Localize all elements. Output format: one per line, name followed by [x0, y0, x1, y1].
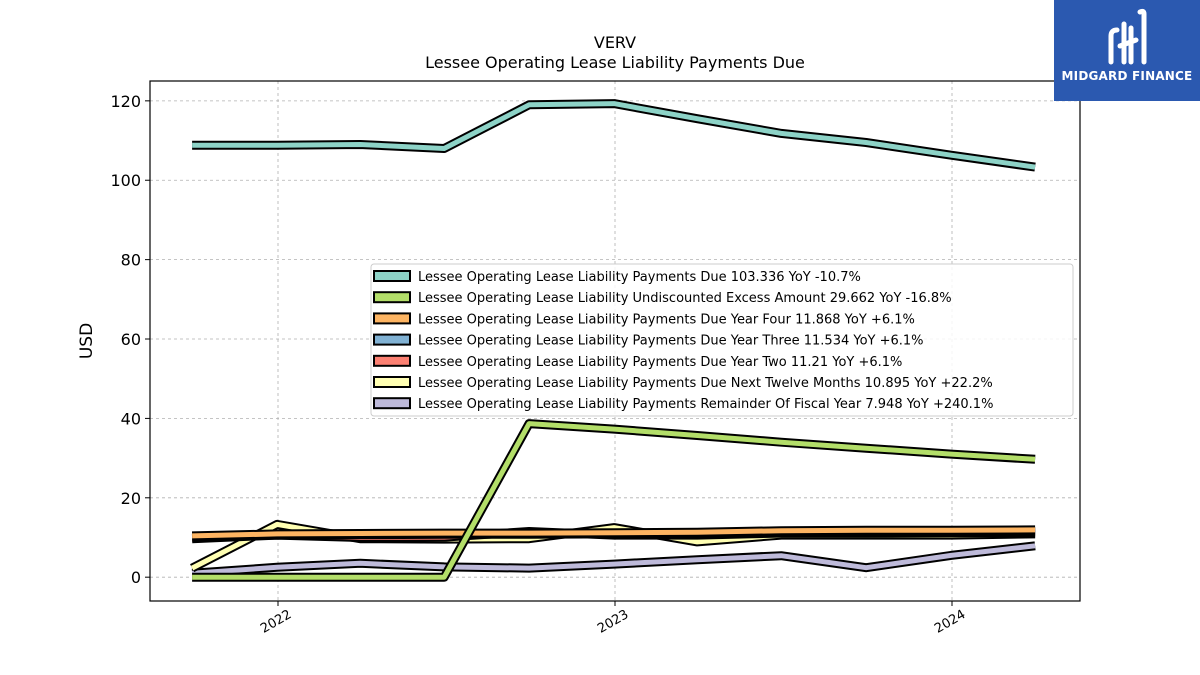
- series-line: [192, 421, 1036, 580]
- legend-swatch: [373, 397, 411, 410]
- y-tick-label: 120: [110, 92, 141, 111]
- series-lines: [190, 99, 1036, 582]
- x-tick-label: 2023: [595, 607, 631, 637]
- y-tick-label: 60: [121, 330, 141, 349]
- legend-label: Lessee Operating Lease Liability Undisco…: [418, 291, 952, 306]
- x-axis-ticks: 2022 2023 2024: [258, 601, 968, 637]
- series-line: [191, 543, 1036, 576]
- y-tick-label: 0: [131, 568, 141, 587]
- brand-logo: MIDGARD FINANCE: [1054, 0, 1200, 101]
- legend-label: Lessee Operating Lease Liability Payment…: [418, 312, 915, 327]
- y-axis-ticks: 0 20 40 60 80 100 120: [110, 92, 150, 587]
- legend-swatch: [373, 354, 411, 367]
- y-tick-label: 40: [121, 409, 141, 428]
- legend-swatch: [373, 270, 411, 282]
- legend-label: Lessee Operating Lease Liability Payment…: [418, 334, 924, 349]
- legend-swatch: [373, 376, 411, 388]
- brand-mark-icon: [1108, 8, 1147, 65]
- legend-box: [370, 263, 1074, 417]
- y-tick-label: 20: [121, 489, 141, 508]
- x-tick-label: 2022: [258, 607, 294, 637]
- brand-name: MIDGARD FINANCE: [1061, 69, 1193, 83]
- chart-title: VERV: [594, 33, 636, 52]
- chart-subtitle: Lessee Operating Lease Liability Payment…: [425, 53, 805, 72]
- legend-label: Lessee Operating Lease Liability Payment…: [418, 355, 902, 370]
- legend-label: Lessee Operating Lease Liability Payment…: [418, 376, 993, 391]
- series-outline: [192, 99, 1036, 172]
- legend-swatch: [373, 312, 411, 325]
- y-tick-label: 80: [121, 251, 141, 270]
- legend: Lessee Operating Lease Liability Payment…: [370, 263, 1074, 417]
- x-tick-label: 2024: [932, 607, 968, 637]
- legend-swatch: [373, 291, 411, 304]
- legend-label: Lessee Operating Lease Liability Payment…: [418, 270, 861, 285]
- series-outline: [192, 419, 1036, 582]
- series-line: [192, 527, 1036, 539]
- series-line: [192, 101, 1036, 170]
- legend-swatch: [373, 333, 411, 346]
- y-tick-label: 100: [110, 171, 141, 190]
- legend-label: Lessee Operating Lease Liability Payment…: [418, 397, 993, 412]
- y-axis-label: USD: [77, 323, 97, 359]
